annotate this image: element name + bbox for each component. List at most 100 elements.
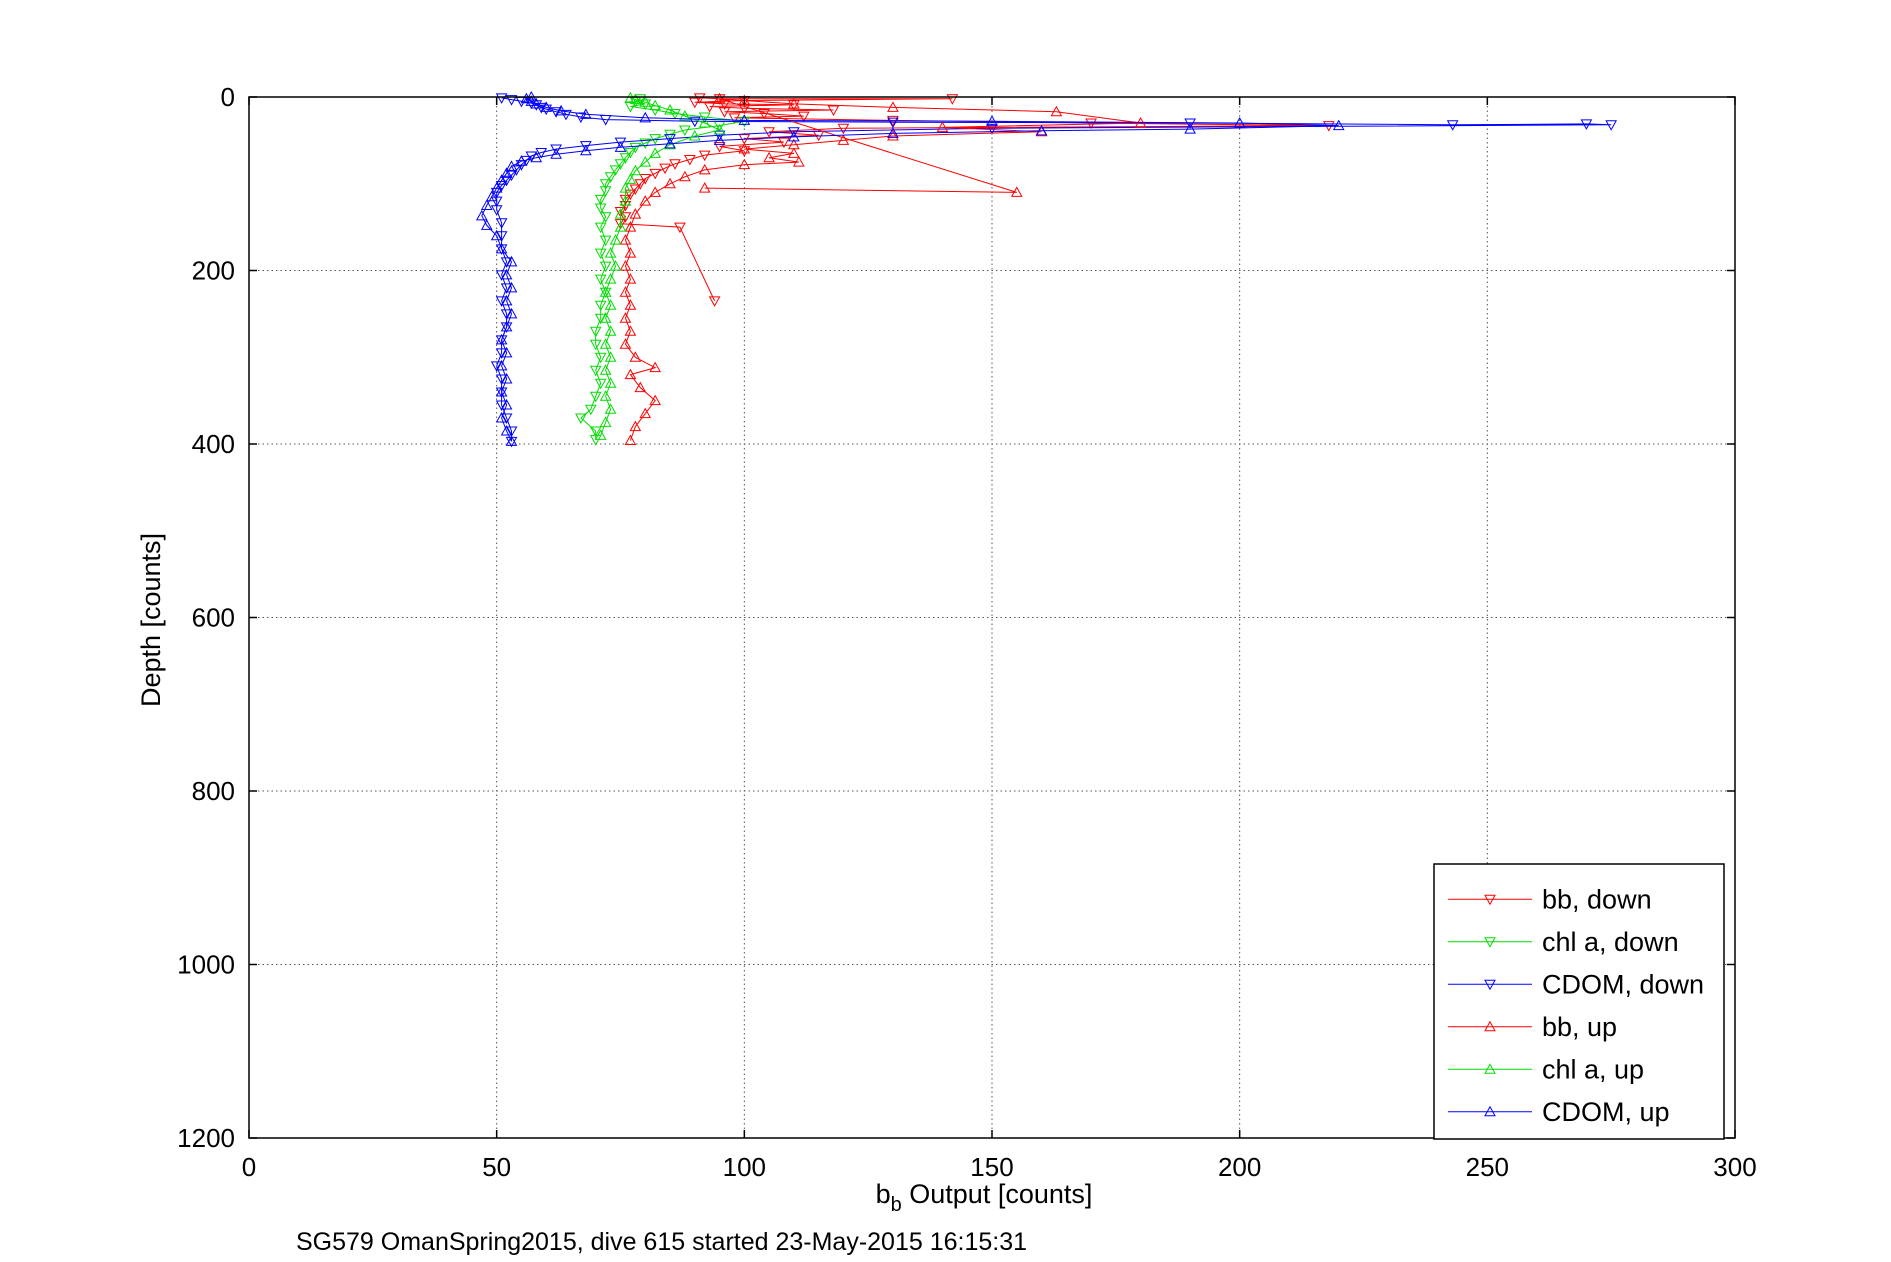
data-point xyxy=(500,167,513,178)
data-point xyxy=(619,260,632,271)
data-point xyxy=(624,148,637,159)
data-point xyxy=(495,218,508,229)
y-tick-label: 200 xyxy=(192,256,235,286)
data-point xyxy=(674,222,686,234)
data-point xyxy=(713,141,726,153)
data-point xyxy=(604,299,617,310)
data-point xyxy=(589,339,602,351)
data-point xyxy=(788,130,800,142)
data-point xyxy=(619,234,632,245)
legend-label: bb, up xyxy=(1542,1012,1617,1042)
data-point xyxy=(1184,118,1196,130)
data-point xyxy=(688,130,701,141)
data-point xyxy=(594,352,607,364)
data-point xyxy=(713,134,726,145)
data-point xyxy=(589,426,602,438)
data-point xyxy=(624,299,637,310)
data-point xyxy=(594,429,607,440)
data-point xyxy=(788,100,800,111)
data-point xyxy=(639,156,652,167)
x-tick-label: 0 xyxy=(242,1152,256,1182)
data-point xyxy=(624,173,637,184)
data-point xyxy=(550,144,562,156)
series-line xyxy=(481,96,1339,442)
data-point xyxy=(698,116,711,128)
data-point xyxy=(599,186,612,197)
data-point xyxy=(624,273,637,284)
data-point xyxy=(495,93,508,104)
data-point xyxy=(1184,123,1196,134)
data-point xyxy=(738,146,751,157)
data-point xyxy=(500,320,513,332)
data-point xyxy=(599,416,612,427)
data-point xyxy=(495,385,508,397)
data-point xyxy=(664,137,676,149)
data-point xyxy=(624,189,637,201)
data-point xyxy=(480,199,493,210)
data-point xyxy=(550,148,562,159)
data-point xyxy=(475,209,488,221)
data-point xyxy=(594,203,607,215)
data-point xyxy=(490,229,503,241)
x-axis-label: bb Output [counts] xyxy=(876,1179,1093,1216)
data-point xyxy=(763,127,775,138)
data-point xyxy=(495,270,508,281)
data-point xyxy=(634,179,647,190)
data-point xyxy=(698,182,711,193)
data-point xyxy=(639,111,652,123)
data-point xyxy=(778,137,790,149)
data-point xyxy=(649,394,662,406)
data-point xyxy=(708,296,721,307)
data-point xyxy=(639,99,652,110)
data-point xyxy=(505,307,518,319)
x-tick-label: 200 xyxy=(1218,1152,1261,1182)
data-point xyxy=(505,160,518,171)
series-layer xyxy=(475,90,1618,448)
y-tick-label: 800 xyxy=(192,776,235,806)
data-point xyxy=(649,186,662,197)
data-point xyxy=(669,159,681,170)
data-point xyxy=(763,151,775,163)
legend-item: chl a, up xyxy=(1448,1054,1644,1084)
data-point xyxy=(788,97,800,109)
series-3 xyxy=(619,92,1147,446)
data-point xyxy=(718,107,731,118)
legend-swatch-marker xyxy=(1484,1105,1496,1117)
data-point xyxy=(614,137,627,149)
legend-box xyxy=(1433,863,1725,1140)
data-point xyxy=(495,348,508,359)
data-point xyxy=(594,248,607,260)
data-point xyxy=(629,93,642,105)
data-point xyxy=(688,97,701,109)
data-point xyxy=(495,374,508,385)
data-point xyxy=(639,195,652,206)
data-point xyxy=(495,333,508,345)
legend-swatch-marker xyxy=(1484,1020,1496,1032)
data-point xyxy=(629,208,642,219)
data-point xyxy=(500,268,513,280)
data-point xyxy=(619,195,632,206)
data-point xyxy=(792,156,805,167)
data-point xyxy=(1446,120,1459,131)
y-tick-label: 0 xyxy=(221,82,235,112)
data-point xyxy=(639,407,652,419)
data-point xyxy=(797,111,810,123)
legend: bb, down chl a, down CDOM, down bb, up chl a… xyxy=(1433,863,1725,1140)
data-point xyxy=(609,260,622,271)
series-line xyxy=(580,98,745,440)
data-point xyxy=(619,312,632,323)
data-point xyxy=(579,141,592,152)
data-point xyxy=(515,155,528,166)
data-point xyxy=(480,219,493,230)
data-point xyxy=(495,180,508,192)
data-point xyxy=(599,261,612,273)
data-point xyxy=(624,368,637,380)
data-point xyxy=(738,143,751,154)
y-tick-label: 1000 xyxy=(177,950,235,980)
data-point xyxy=(679,110,691,121)
data-point xyxy=(589,435,602,446)
data-point xyxy=(495,400,508,411)
data-point xyxy=(594,222,607,234)
data-point xyxy=(594,313,607,325)
data-point xyxy=(698,163,711,175)
